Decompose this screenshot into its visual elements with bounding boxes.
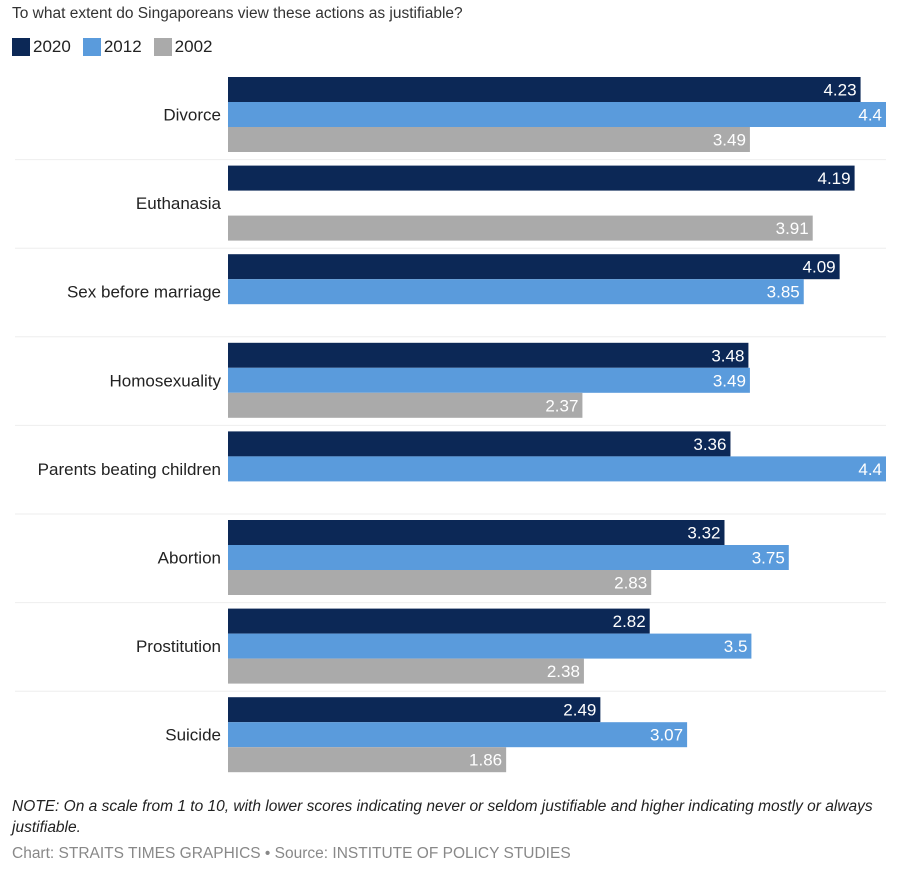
- bar-2020: [228, 165, 855, 191]
- data-label-2020: 2.49: [563, 701, 596, 720]
- data-label-2002: 3.49: [713, 131, 746, 150]
- bar-2012: [228, 633, 752, 659]
- bar-2012: [228, 545, 789, 570]
- category-label: Parents beating children: [38, 460, 221, 479]
- bar-2002: [228, 658, 584, 684]
- legend-swatch-2012: [82, 38, 101, 56]
- bar-2002: [228, 215, 813, 241]
- bar-2020: [228, 520, 725, 545]
- data-label-2002: 3.91: [776, 219, 809, 238]
- category-label: Abortion: [158, 549, 221, 568]
- category-label: Suicide: [165, 726, 221, 745]
- bar-2020: [228, 697, 601, 723]
- legend-item-2012: 2012: [82, 37, 142, 57]
- data-label-2020: 4.23: [823, 81, 856, 100]
- data-label-2020: 3.48: [711, 346, 744, 365]
- data-label-2020: 3.32: [687, 524, 720, 543]
- category-label: Euthanasia: [136, 194, 222, 213]
- bar-2012: [228, 367, 750, 393]
- data-label-2002: 2.37: [545, 396, 578, 415]
- bar-2012: [228, 102, 886, 127]
- data-label-2012: 3.5: [724, 637, 748, 656]
- bar-2012: [228, 722, 688, 748]
- data-label-2002: 2.83: [614, 574, 647, 593]
- bar-2020: [228, 77, 861, 102]
- data-label-2020: 2.82: [613, 612, 646, 631]
- chart-note: NOTE: On a scale from 1 to 10, with lowe…: [12, 798, 873, 836]
- bar-2020: [228, 608, 650, 634]
- category-label: Homosexuality: [110, 371, 222, 390]
- legend-label-2012: 2012: [103, 37, 142, 56]
- data-label-2020: 4.09: [803, 258, 836, 277]
- data-label-2002: 1.86: [469, 751, 502, 770]
- data-label-2002: 2.38: [547, 662, 580, 681]
- legend-swatch-2002: [153, 38, 172, 56]
- category-label: Sex before marriage: [67, 283, 221, 302]
- bar-chart: Divorce4.234.43.49Euthanasia4.193.91Sex …: [15, 77, 886, 773]
- legend-item-2020: 2020: [12, 37, 71, 57]
- bar-2002: [228, 392, 583, 418]
- bar-2002: [228, 570, 652, 595]
- legend-label-2002: 2002: [174, 37, 213, 56]
- bar-2002: [228, 747, 507, 773]
- bar-2020: [228, 431, 731, 457]
- data-label-2012: 4.4: [858, 106, 882, 125]
- legend-swatch-2020: [12, 38, 30, 56]
- data-label-2020: 4.19: [818, 169, 851, 188]
- legend-label-2020: 2020: [33, 37, 71, 56]
- bar-2002: [228, 127, 750, 152]
- chart-title: To what extent do Singaporeans view thes…: [12, 5, 463, 22]
- chart-legend: 2020 2012 2002: [12, 37, 224, 57]
- bar-2020: [228, 254, 840, 280]
- data-label-2012: 4.4: [858, 460, 882, 479]
- bar-2012: [228, 456, 886, 482]
- chart-credit: Chart: STRAITS TIMES GRAPHICS • Source: …: [12, 845, 571, 862]
- data-label-2012: 3.75: [752, 549, 785, 568]
- data-label-2020: 3.36: [693, 435, 726, 454]
- category-label: Prostitution: [136, 637, 221, 656]
- data-label-2012: 3.49: [713, 371, 746, 390]
- legend-item-2002: 2002: [153, 37, 213, 57]
- data-label-2012: 3.07: [650, 726, 683, 745]
- bar-2020: [228, 342, 749, 368]
- category-label: Divorce: [163, 106, 221, 125]
- bar-2012: [228, 279, 804, 305]
- data-label-2012: 3.85: [767, 283, 800, 302]
